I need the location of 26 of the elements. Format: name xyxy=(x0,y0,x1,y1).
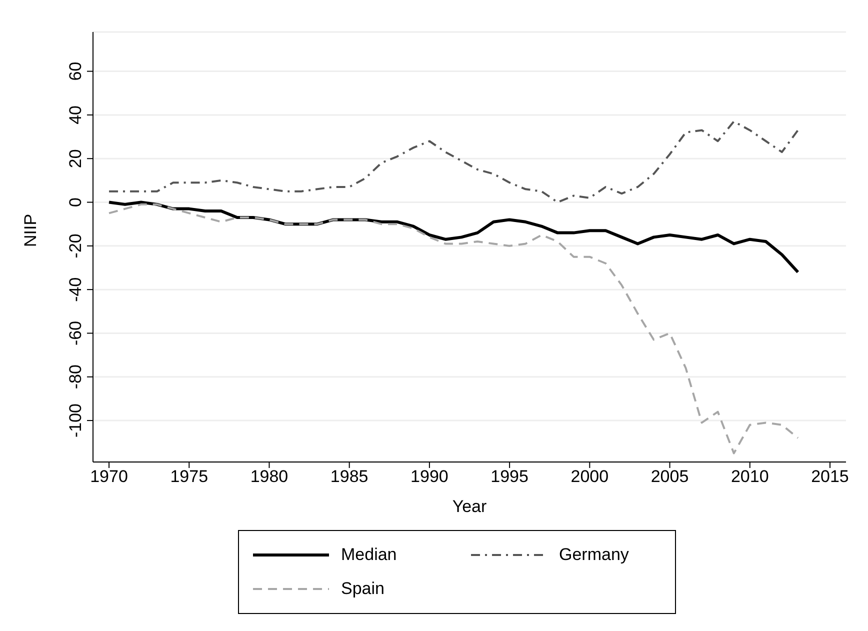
legend-label: Spain xyxy=(341,579,384,599)
y-tick-label: -100 xyxy=(66,404,85,438)
x-tick-label: 2005 xyxy=(650,467,689,486)
x-axis-title: Year xyxy=(452,497,488,516)
x-tick-label: 1985 xyxy=(330,467,368,486)
x-tick-label: 2000 xyxy=(570,467,609,486)
x-tick-label: 1990 xyxy=(410,467,448,486)
legend-label: Median xyxy=(341,545,397,565)
x-tick-label: 2015 xyxy=(811,467,849,486)
x-tick-label: 1975 xyxy=(170,467,208,486)
x-tick-label: 1980 xyxy=(250,467,288,486)
y-tick-label: 20 xyxy=(66,149,85,168)
legend-label: Germany xyxy=(559,545,629,565)
line-series xyxy=(108,203,799,454)
x-tick-label: 1970 xyxy=(90,467,128,486)
x-tick-label: 2010 xyxy=(730,467,769,486)
y-tick-label: -80 xyxy=(66,364,85,390)
x-tick-label: 1995 xyxy=(490,467,528,486)
y-tick-label: -60 xyxy=(66,320,85,346)
y-tick-label: 40 xyxy=(66,105,85,124)
y-axis-title: NIIP xyxy=(21,214,40,247)
line-series xyxy=(108,120,799,204)
y-tick-label: -40 xyxy=(66,277,85,302)
y-tick-label: 60 xyxy=(66,62,85,81)
y-tick-label: -20 xyxy=(66,234,85,258)
y-tick-label: 0 xyxy=(66,198,85,207)
